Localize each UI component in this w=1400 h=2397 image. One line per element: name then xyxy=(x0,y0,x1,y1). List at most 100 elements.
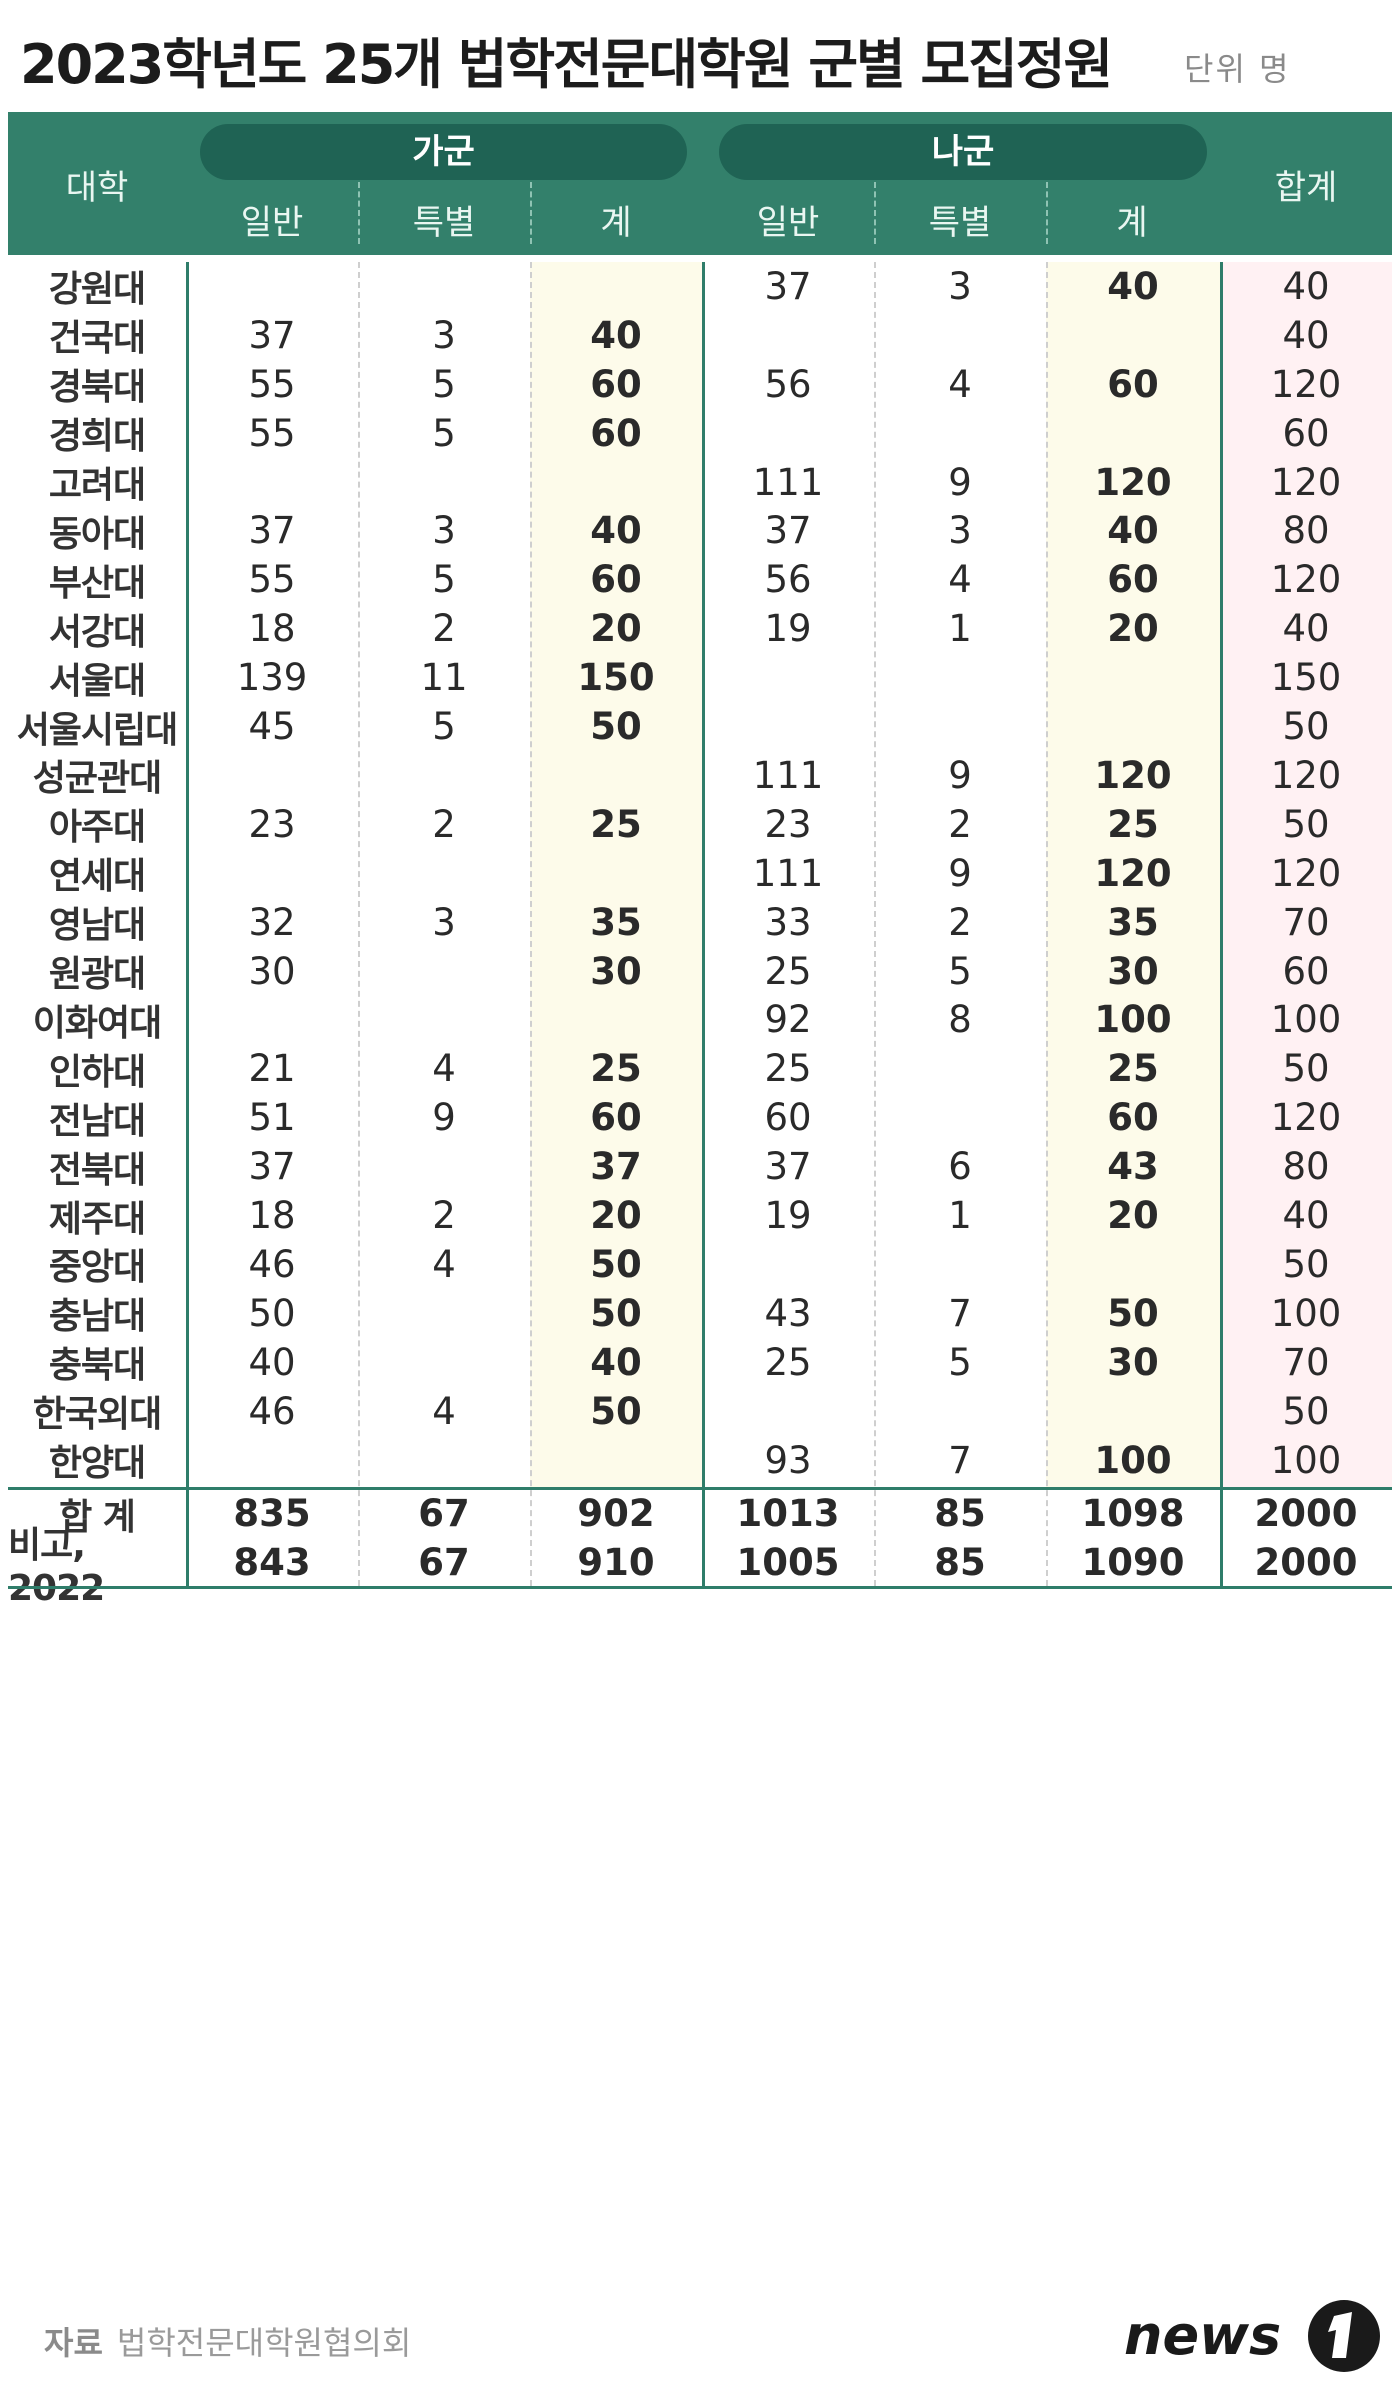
summary-row: 비고, 2022 843 67 910 1005 85 1090 2000 xyxy=(8,1525,1392,1609)
b-total: 1098 xyxy=(1081,1492,1185,1536)
summary-rule xyxy=(8,1486,1392,1490)
b-special: 85 xyxy=(934,1492,986,1536)
row-total: 100 xyxy=(1270,1291,1342,1335)
table-row: 고려대 111 9 120 120 xyxy=(8,458,1392,507)
table-row: 경북대 55 5 60 56 4 60 120 xyxy=(8,360,1392,409)
row-total: 50 xyxy=(1282,802,1330,846)
a-total: 20 xyxy=(590,607,642,651)
a-general: 50 xyxy=(248,1291,296,1335)
row-total: 100 xyxy=(1270,1438,1342,1482)
header-a-general: 일반 xyxy=(240,203,304,243)
header-b-general: 일반 xyxy=(756,203,820,243)
a-general: 18 xyxy=(248,607,296,651)
b-general: 25 xyxy=(764,949,812,993)
a-special xyxy=(358,1142,530,1191)
b-general: 23 xyxy=(764,802,812,846)
row-total: 2000 xyxy=(1254,1541,1358,1585)
a-general: 18 xyxy=(248,1194,296,1238)
a-general xyxy=(186,996,358,1045)
table-row: 서울대 139 11 150 150 xyxy=(8,653,1392,702)
b-special: 9 xyxy=(948,851,972,895)
a-general: 139 xyxy=(236,656,308,700)
univ-name: 고려대 xyxy=(48,465,146,507)
table-row: 영남대 32 3 35 33 2 35 70 xyxy=(8,898,1392,947)
b-total xyxy=(1046,409,1220,458)
table-row: 연세대 111 9 120 120 xyxy=(8,849,1392,898)
row-total: 120 xyxy=(1270,460,1342,504)
b-special xyxy=(874,409,1046,458)
a-general: 37 xyxy=(248,1145,296,1189)
a-total: 60 xyxy=(590,411,642,455)
b-special: 8 xyxy=(948,998,972,1042)
a-general: 37 xyxy=(248,509,296,553)
unit-label: 단위 명 xyxy=(1184,50,1291,88)
a-general: 46 xyxy=(248,1242,296,1286)
b-general: 1013 xyxy=(736,1492,840,1536)
a-general xyxy=(186,849,358,898)
a-special: 5 xyxy=(432,411,456,455)
b-special xyxy=(874,1387,1046,1436)
row-total: 50 xyxy=(1282,1242,1330,1286)
row-total: 60 xyxy=(1282,411,1330,455)
a-total: 20 xyxy=(590,1194,642,1238)
a-total: 25 xyxy=(590,802,642,846)
b-total: 120 xyxy=(1094,460,1172,504)
b-special: 2 xyxy=(948,802,972,846)
b-total: 43 xyxy=(1107,1145,1159,1189)
column-divider xyxy=(358,262,360,1587)
univ-name: 동아대 xyxy=(48,513,146,555)
b-general xyxy=(702,653,874,702)
a-special: 4 xyxy=(432,1047,456,1091)
row-total: 120 xyxy=(1270,1096,1342,1140)
a-total: 50 xyxy=(590,1291,642,1335)
header-divider xyxy=(358,182,360,244)
table-row: 제주대 18 2 20 19 1 20 40 xyxy=(8,1191,1392,1240)
bottom-rule xyxy=(8,1586,1392,1590)
b-special: 3 xyxy=(948,264,972,308)
table-row: 서강대 18 2 20 19 1 20 40 xyxy=(8,604,1392,653)
header-divider xyxy=(874,182,876,244)
table-row: 부산대 55 5 60 56 4 60 120 xyxy=(8,555,1392,604)
a-general: 46 xyxy=(248,1389,296,1433)
a-general: 37 xyxy=(248,313,296,357)
a-total xyxy=(530,1436,702,1485)
b-special xyxy=(874,1093,1046,1142)
b-general xyxy=(702,311,874,360)
univ-name: 제주대 xyxy=(48,1198,146,1240)
a-general xyxy=(186,262,358,311)
table-row: 서울시립대 45 5 50 50 xyxy=(8,702,1392,751)
b-general xyxy=(702,702,874,751)
a-total xyxy=(530,262,702,311)
b-total: 20 xyxy=(1107,607,1159,651)
header-a-special: 특별 xyxy=(412,203,476,243)
header-a-total: 계 xyxy=(600,203,632,243)
b-general: 56 xyxy=(764,558,812,602)
b-total: 60 xyxy=(1107,558,1159,602)
univ-name: 경희대 xyxy=(48,416,146,458)
table-row: 인하대 21 4 25 25 25 50 xyxy=(8,1044,1392,1093)
b-special: 7 xyxy=(948,1438,972,1482)
table-row: 한국외대 46 4 50 50 xyxy=(8,1387,1392,1436)
b-general: 111 xyxy=(752,851,824,895)
table-row: 전남대 51 9 60 60 60 120 xyxy=(8,1093,1392,1142)
a-total: 50 xyxy=(590,705,642,749)
b-total: 30 xyxy=(1107,1340,1159,1384)
a-total xyxy=(530,849,702,898)
a-total-column-shade xyxy=(530,262,702,1487)
header-group-b: 나군 xyxy=(719,124,1207,180)
a-general: 21 xyxy=(248,1047,296,1091)
a-special: 2 xyxy=(432,802,456,846)
a-special: 4 xyxy=(432,1242,456,1286)
a-general: 45 xyxy=(248,705,296,749)
univ-name: 영남대 xyxy=(48,905,146,947)
b-special: 9 xyxy=(948,753,972,797)
b-total: 120 xyxy=(1094,851,1172,895)
b-general: 37 xyxy=(764,264,812,308)
b-special: 3 xyxy=(948,509,972,553)
a-special: 67 xyxy=(418,1541,470,1585)
row-total: 70 xyxy=(1282,1340,1330,1384)
b-general xyxy=(702,409,874,458)
a-special: 3 xyxy=(432,313,456,357)
b-total: 25 xyxy=(1107,802,1159,846)
a-total: 910 xyxy=(577,1541,655,1585)
